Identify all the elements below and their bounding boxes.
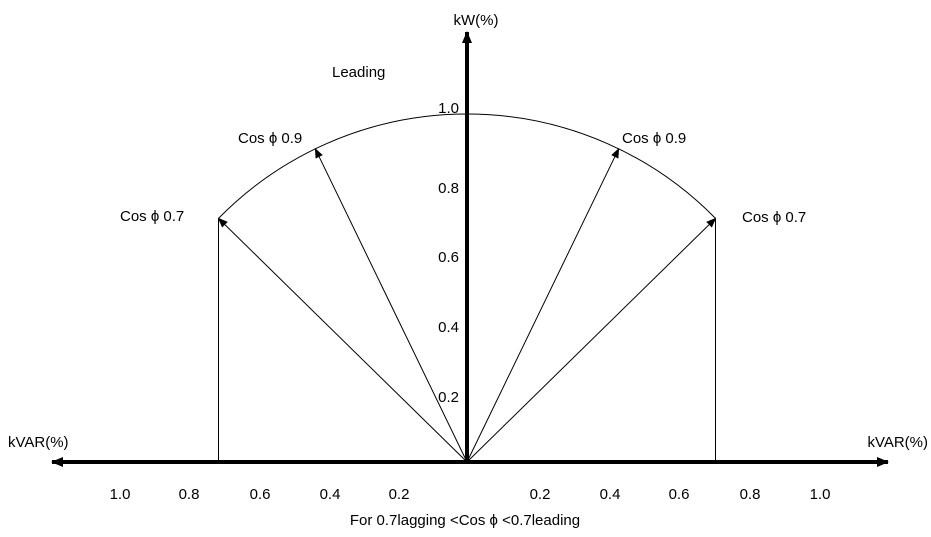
y-tick-0-8: 0.8: [438, 180, 459, 197]
kw-axis-label: kW(%): [454, 12, 499, 29]
x-tick-left-0-4: 0.4: [320, 486, 341, 503]
vector-label-left-cos-0-7: Cos ϕ 0.7: [120, 208, 184, 225]
x-tick-right-0-8: 0.8: [740, 486, 761, 503]
vector-right-cos-0-7: [466, 217, 717, 463]
x-tick-right-1-0: 1.0: [810, 486, 831, 503]
y-tick-0-2: 0.2: [438, 389, 459, 406]
vector-label-left-cos-0-9: Cos ϕ 0.9: [238, 130, 302, 147]
x-tick-left-0-6: 0.6: [250, 486, 271, 503]
vector-label-right-cos-0-7: Cos ϕ 0.7: [742, 209, 806, 226]
vector-label-right-cos-0-9: Cos ϕ 0.9: [622, 130, 686, 147]
y-tick-1-0: 1.0: [438, 100, 459, 117]
x-tick-left-0-8: 0.8: [179, 486, 200, 503]
kvar-axis-label-right: kVAR(%): [867, 434, 928, 451]
leading-label: Leading: [332, 64, 385, 81]
diagram-caption: For 0.7lagging <Cos ϕ <0.7leading: [350, 512, 580, 529]
x-tick-left-1-0: 1.0: [110, 486, 131, 503]
vector-right-cos-0-9: [466, 147, 620, 463]
x-tick-right-0-6: 0.6: [669, 486, 690, 503]
x-tick-right-0-4: 0.4: [600, 486, 621, 503]
y-tick-0-6: 0.6: [438, 249, 459, 266]
kvar-axis-label-left: kVAR(%): [8, 434, 69, 451]
y-tick-0-4: 0.4: [438, 319, 459, 336]
x-tick-left-0-2: 0.2: [389, 486, 410, 503]
vector-left-cos-0-9: [314, 147, 468, 463]
vector-left-cos-0-7: [217, 217, 468, 463]
x-tick-right-0-2: 0.2: [530, 486, 551, 503]
